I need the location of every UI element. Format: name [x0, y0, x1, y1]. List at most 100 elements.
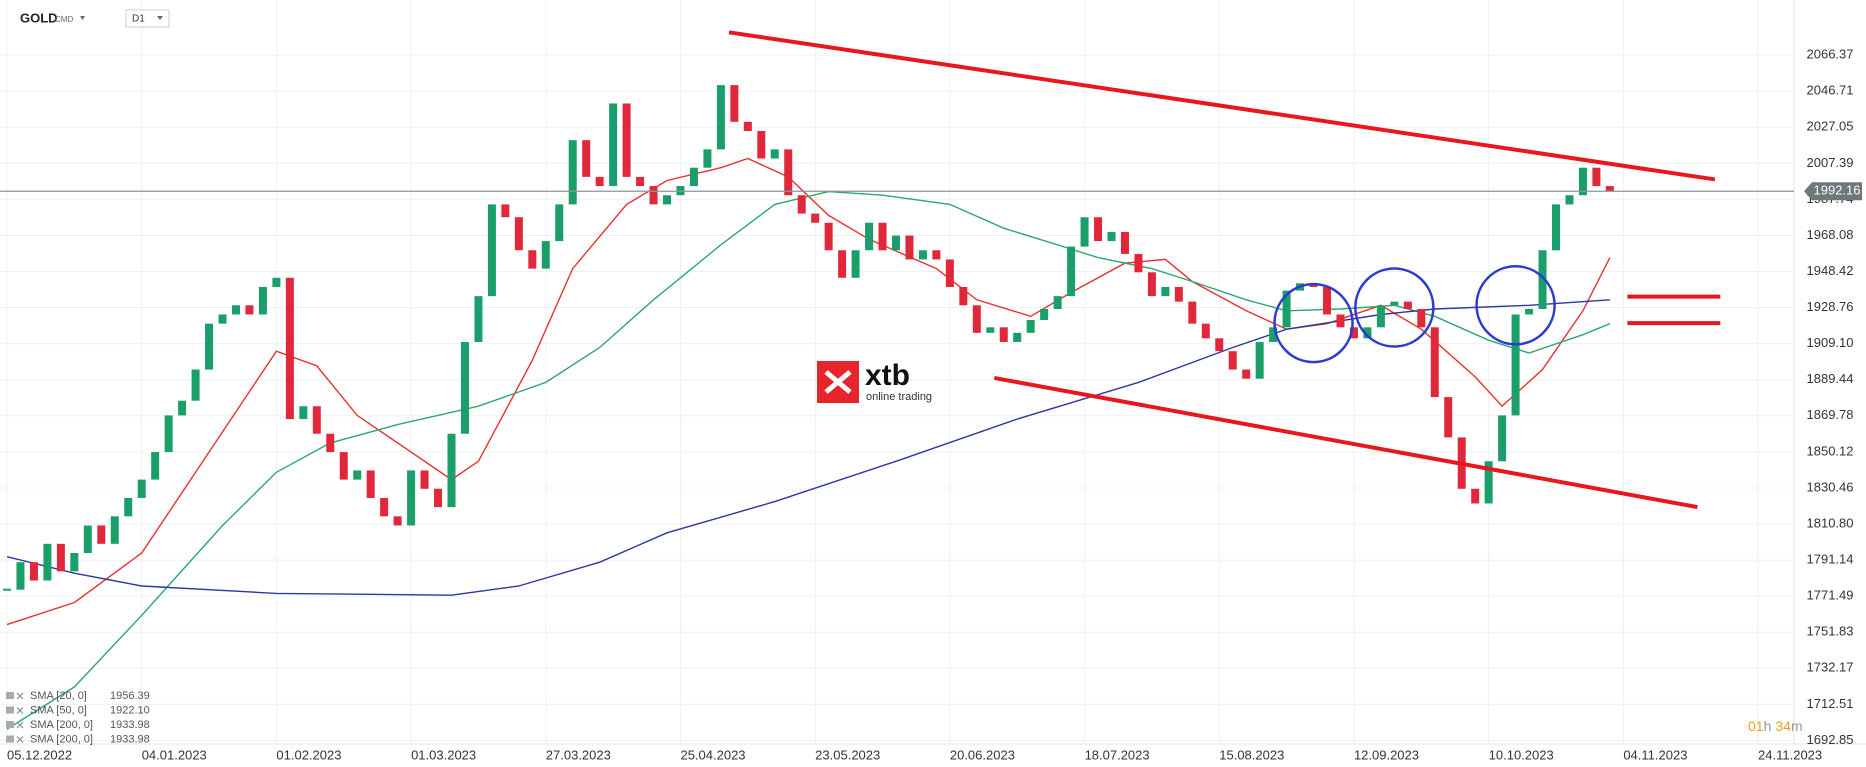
y-tick-label: 2066.37 [1807, 47, 1854, 62]
candle-body [1471, 488, 1480, 504]
sma-line [6, 190, 1611, 730]
dropdown-arrow [80, 16, 85, 20]
timer-hours-unit: h [1764, 718, 1772, 734]
y-tick-label: 1850.12 [1807, 443, 1854, 458]
candle-body [70, 553, 79, 572]
candle-body [730, 85, 739, 122]
candle-body [1430, 327, 1439, 398]
x-tick-label: 20.06.2023 [950, 747, 1015, 762]
candle-body [151, 452, 160, 480]
candle-body [339, 452, 348, 480]
candle-body [1147, 272, 1156, 297]
candle-body [1403, 301, 1412, 309]
candle-body [609, 103, 618, 187]
candle-body [1525, 308, 1534, 315]
dropdown-arrow [157, 16, 163, 20]
y-tick-label: 1889.44 [1807, 371, 1854, 386]
candle-body [1161, 286, 1170, 297]
symbol: GOLD [20, 10, 58, 25]
x-tick-label: 25.04.2023 [680, 747, 745, 762]
candle-body [164, 415, 173, 453]
legend-value: 1956.39 [110, 690, 150, 702]
candle-body [380, 497, 389, 517]
candle-body [716, 85, 725, 150]
candle-body [986, 327, 995, 333]
legend-icon [6, 735, 14, 743]
candle-body [959, 286, 968, 306]
candle-body [703, 149, 712, 168]
candle-body [689, 167, 698, 187]
legend-icon [6, 706, 14, 714]
candle-body [999, 327, 1008, 343]
x-tick-label: 04.01.2023 [142, 747, 207, 762]
candle-body [474, 296, 483, 343]
x-tick-label: 01.03.2023 [411, 747, 476, 762]
candle-body [1107, 231, 1116, 242]
candle-body [582, 140, 591, 177]
candle-body [568, 140, 577, 205]
candle-body [393, 516, 402, 526]
candle-body [1080, 217, 1089, 247]
candle-body [501, 204, 510, 218]
candle-body [43, 543, 52, 581]
candle-body [366, 470, 375, 498]
candle-body [205, 323, 214, 370]
candle-body [420, 470, 429, 489]
legend-value: 1933.98 [110, 719, 150, 731]
y-tick-label: 1692.85 [1807, 732, 1854, 747]
axes: 2066.372046.712027.052007.391987.741968.… [7, 47, 1862, 762]
trendline [993, 375, 1698, 510]
candle-body [514, 217, 523, 251]
legend-value: 1922.10 [110, 704, 150, 716]
candle-body [434, 488, 443, 508]
candle-body [29, 562, 38, 581]
candle-body [797, 195, 806, 214]
x-tick-label: 18.07.2023 [1085, 747, 1150, 762]
candle-body [945, 259, 954, 287]
candle-body [1013, 332, 1022, 343]
y-tick-label: 2046.71 [1807, 83, 1854, 98]
candle-body [3, 588, 12, 591]
x-tick-label: 04.11.2023 [1623, 747, 1687, 762]
candle-body [460, 342, 469, 434]
highlight-circle [1354, 267, 1435, 348]
legend-close [16, 692, 24, 700]
legend-icon [6, 692, 14, 699]
candle-body [245, 305, 254, 315]
indicators [6, 157, 1611, 730]
timer-minutes-unit: m [1791, 718, 1803, 734]
market: CMD [55, 15, 73, 24]
y-tick-label: 1771.49 [1807, 588, 1854, 603]
timer: 01h 34m [1748, 718, 1803, 734]
interval-selector[interactable]: D1 [125, 9, 170, 28]
y-tick-label: 1732.17 [1807, 660, 1854, 675]
candle-body [137, 479, 146, 498]
candle-body [353, 470, 362, 480]
candle-body [1242, 369, 1251, 379]
candle-body [555, 204, 564, 242]
candle-body [191, 369, 200, 401]
y-tick-label: 1830.46 [1807, 479, 1854, 494]
candle-body [1551, 204, 1560, 251]
candle-body [972, 305, 981, 333]
symbol-selector[interactable]: GOLD CMD [20, 10, 85, 25]
candle-body [218, 314, 227, 324]
candle-body [407, 470, 416, 526]
candle-body [1255, 342, 1264, 379]
candle-body [865, 222, 874, 251]
candle-body [487, 204, 496, 297]
candle-body [231, 305, 240, 315]
x-tick-label: 24.11.2023 [1758, 747, 1822, 762]
candle-body [1336, 314, 1345, 328]
candle-body [1538, 250, 1547, 309]
candle-body [1417, 308, 1426, 328]
timer-hours: 01 [1748, 718, 1764, 734]
candle-body [1026, 319, 1035, 333]
candle-body [824, 222, 833, 251]
candle-body [1376, 305, 1385, 328]
candle-body [1592, 167, 1601, 187]
candle-body [1511, 314, 1520, 416]
candle-body [851, 250, 860, 278]
interval-box [125, 9, 170, 28]
y-tick-label: 1948.42 [1807, 263, 1854, 278]
